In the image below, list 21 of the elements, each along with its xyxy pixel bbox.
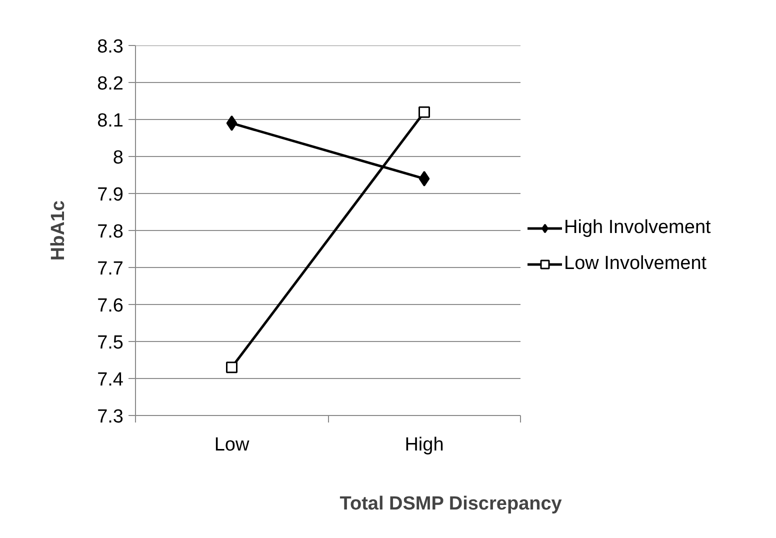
x-tick-label: Low: [214, 434, 250, 456]
x-tick-label: High: [404, 434, 444, 456]
point: [226, 362, 238, 374]
x-axis-title: Total DSMP Discrepancy: [340, 494, 562, 514]
point: [226, 115, 238, 131]
y-tick-label: 8.2: [97, 74, 124, 94]
y-tick-label: 7.6: [97, 296, 124, 316]
legend-label: Low Involvement: [564, 253, 707, 275]
point: [418, 170, 430, 186]
y-tick-label: 8.1: [97, 110, 124, 132]
y-tick-label: 7.9: [97, 184, 124, 206]
y-tick-label: 7.8: [97, 222, 124, 242]
y-tick-label: 8: [112, 148, 124, 168]
legend-label: High Involvement: [564, 217, 711, 239]
y-tick-label: 7.4: [97, 370, 124, 390]
point: [418, 106, 430, 118]
y-axis-title: HbA1c: [48, 200, 70, 261]
y-tick-label: 7.3: [97, 406, 124, 428]
y-tick-label: 7.7: [97, 258, 124, 280]
y-tick-label: 7.5: [97, 332, 124, 354]
y-tick-label: 8.3: [97, 36, 124, 58]
